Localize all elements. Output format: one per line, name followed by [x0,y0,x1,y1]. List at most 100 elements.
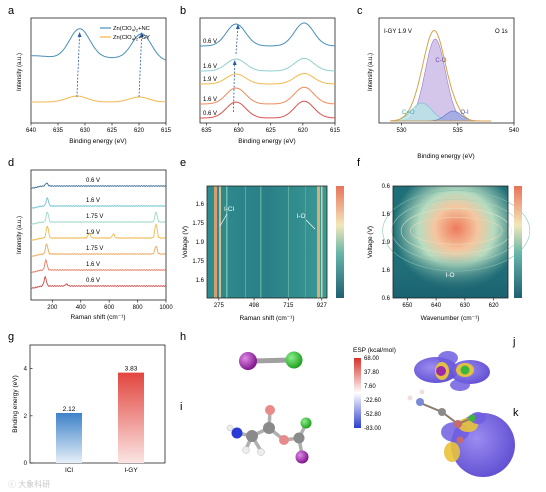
panel-f-colorbar [514,186,522,298]
panel-e-band [305,186,306,298]
panel-f-ylabel: Voltage (V) [367,226,374,258]
panel-f-contour [409,217,503,245]
panel-c-xlabel: Binding energy (eV) [417,153,474,160]
panel-f-y-tick-label: 0.6 [382,296,391,302]
panel-g-bar-I-GY [118,372,144,463]
icl-molecule [239,351,303,370]
panel-e-heatmap [207,186,327,298]
panel-a-shift-arrow [76,33,80,98]
panel-a-frame [30,17,167,124]
panel-label-e: e [180,157,186,169]
panel-d-series-label: 1.75 V [86,246,103,252]
panel-e-x-tick-label: 275 [214,303,225,309]
esp-tick-label: -83.00 [364,426,382,432]
panel-label-d: d [8,157,14,169]
panel-a-x-tick-label: 640 [26,128,37,134]
panel-b-x-tick-label: 625 [266,128,277,134]
igy-fragment-molecule [226,405,312,464]
panel-e-band [219,186,221,298]
panel-c-label-O-I: O-I [460,110,469,116]
panel-d-series-label: 0.6 V [86,278,100,284]
panel-label-a: a [8,5,15,17]
panel-g-y-tick-label: 0 [24,461,28,467]
svg-text:Zn(ClO4)2+GY: Zn(ClO4)2+GY [113,35,150,42]
panel-e-band [321,186,323,298]
panel-c-label-C-O: C-O [435,58,446,64]
panel-b-x-tick-label: 630 [234,128,245,134]
panel-a-arrowhead [77,32,82,37]
panel-e-ylabel: Voltage (V) [182,226,189,258]
panel-b-series [200,22,336,47]
igy-charge-density-plot [407,389,515,477]
panel-b-shift-arrow [233,61,236,113]
panel-f-y-tick-label: 1.9 [382,240,391,246]
panel-a-x-tick-label: 635 [53,128,64,134]
panel-d-series [30,211,166,225]
panel-a-legend: Zn(ClO4)2+NC Zn(ClO4)2+GY [100,26,150,42]
panel-g-frame [29,344,166,464]
panel-e-annot-icl: I-Cl [224,206,235,213]
panel-g-bar-ICl [56,412,82,463]
panel-c-corner-label: O 1s [495,29,508,35]
panel-g-bar-value: 3.83 [125,366,138,373]
panel-f-contour [400,208,512,254]
panel-label-g: g [8,331,14,343]
panel-b-x-tick-label: 615 [330,128,341,134]
panel-b-series [200,100,336,119]
panel-a-shift-arrow [138,33,143,98]
panel-d-series [30,182,166,189]
panel-label-i: i [180,401,182,413]
panel-g-bar-value: 2.12 [63,406,76,413]
panel-f-annot-io: I-O [445,272,454,279]
icl-charge-density-plot [414,351,490,391]
panel-c-ylabel: Intensity (a.u.) [368,53,374,91]
panel-a-ylabel: Intensity (a.u.) [17,53,23,91]
panel-a-x-tick-label: 615 [161,128,172,134]
panel-e-y-tick-label: 1.6 [196,278,205,284]
panel-f-y-tick-label: 1.6 [382,268,391,274]
esp-tick-label: -22.60 [364,398,382,404]
panel-e-y-tick-label: 1.75 [192,259,204,265]
panel-d-series [30,197,166,209]
panel-g-y-tick-label: 2 [24,414,28,420]
panel-b-x-tick-label: 620 [298,128,309,134]
panel-d-series [30,243,166,257]
panel-f-contour [382,190,531,272]
panel-e-colorbar [336,186,344,298]
panel-label-f: f [357,157,361,169]
esp-tick-label: 68.00 [364,356,380,362]
chlorine-atom [285,351,303,369]
panel-e-band [288,186,289,298]
panel-g-category-label: ICl [65,467,74,474]
panel-d-x-tick-label: 800 [133,305,144,311]
panel-c-title: I-GY 1.9 V [384,29,412,35]
panel-label-c: c [357,5,363,17]
panel-d-series [30,258,167,273]
esp-tick-label: 37.80 [364,370,380,376]
panel-d-series-label: 0.6 V [86,178,100,184]
panel-g-category-label: I-GY [124,467,138,474]
panel-e-band [260,186,262,298]
panel-c-component-C-O [390,38,486,122]
panel-b-shift-arrow [235,25,239,55]
panel-d-x-tick-label: 1000 [159,305,173,311]
panel-e-y-tick-label: 1.6 [196,202,205,208]
panel-e-x-tick-label: 927 [317,303,328,309]
panel-f-xlabel: Wavenumber (cm⁻¹) [421,315,480,322]
esp-tick-label: 7.60 [364,384,376,390]
panel-f-y-tick-label: 0.6 [382,184,391,190]
panel-e-band [245,186,246,298]
panel-b-xlabel: Binding energy (eV) [238,138,295,145]
panel-d-x-tick-label: 600 [104,305,115,311]
panel-f-x-tick-label: 640 [431,303,442,309]
panel-b-series-label: 0.6 V [203,111,217,117]
panel-f-y-tick-label: 1.6 [382,212,391,218]
svg-text:Zn(ClO4)2+NC: Zn(ClO4)2+NC [113,26,150,33]
panel-e-x-tick-label: 498 [249,303,260,309]
panel-a-xlabel: Binding energy (eV) [69,138,126,145]
panel-e-xlabel: Raman shift (cm⁻¹) [239,315,294,322]
panel-a-series-nc [31,28,167,61]
panel-e-band [214,186,217,298]
panel-d-x-tick-label: 400 [76,305,87,311]
